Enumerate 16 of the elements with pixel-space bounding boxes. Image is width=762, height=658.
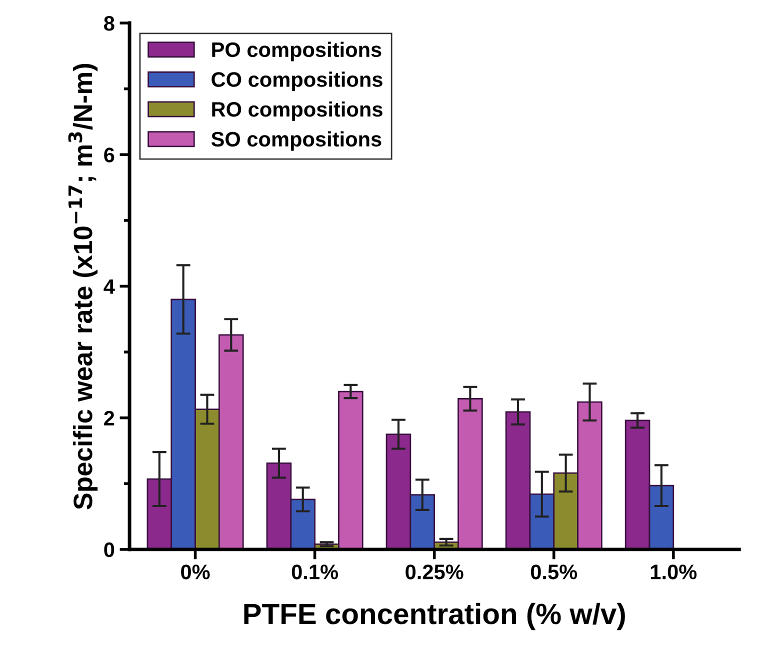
y-axis-title: Specific wear rate (x10$^{−17}$; m$^{3}$/N-m) xyxy=(68,64,98,510)
legend-label: PO compositions xyxy=(212,42,382,62)
x-tick-label: 0.1% xyxy=(292,564,338,580)
x-tick-label: 0.25% xyxy=(406,564,464,580)
legend-label: SO compositions xyxy=(211,131,382,151)
x-tick-label: 1.0% xyxy=(650,564,697,580)
y-tick-label: 2 xyxy=(104,410,114,426)
y-tick-label: 6 xyxy=(104,148,114,162)
legend-label: CO compositions xyxy=(212,72,382,92)
x-tick-label: 0% xyxy=(181,564,210,580)
x-tick-label: 0.5% xyxy=(530,564,578,580)
legend-label: RO compositions xyxy=(212,101,382,121)
y-tick-label: 4 xyxy=(104,279,115,294)
y-tick-label: 0 xyxy=(104,542,114,558)
y-tick-label: 8 xyxy=(104,16,114,31)
x-axis-title: PTFE concentration (% w/v) xyxy=(244,602,625,630)
